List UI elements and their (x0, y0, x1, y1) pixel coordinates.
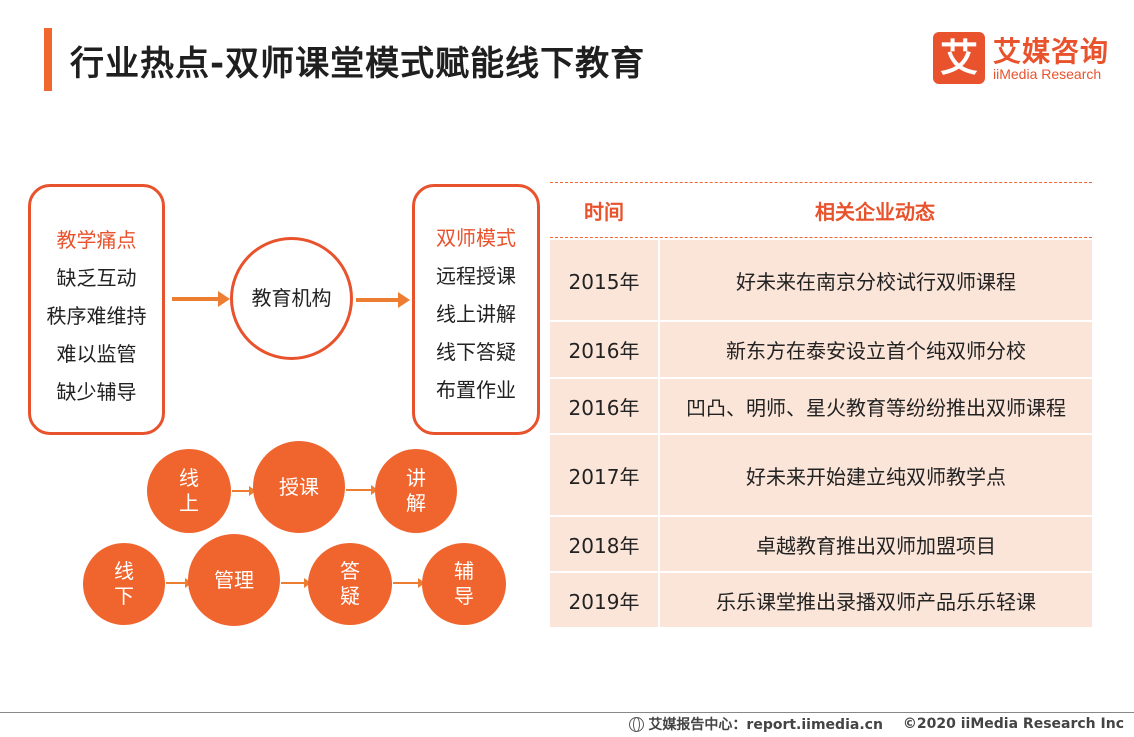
arrow-right-icon (232, 487, 256, 495)
footer-copyright: ©2020 iiMedia Research Inc (902, 716, 1124, 732)
table-row: 2019年 乐乐课堂推出录播双师产品乐乐轻课 (550, 571, 1092, 627)
arrow-right-icon (172, 291, 230, 307)
explain-node: 讲 解 (375, 449, 457, 533)
online-node: 线 上 (147, 449, 231, 533)
row-event: 新东方在泰安设立首个纯双师分校 (726, 339, 1026, 363)
table-row: 2017年 好未来开始建立纯双师教学点 (550, 433, 1092, 515)
column-header-time: 时间 (584, 199, 624, 224)
row-event: 乐乐课堂推出录播双师产品乐乐轻课 (716, 589, 1036, 614)
footer-divider (0, 712, 1134, 713)
table-row: 2016年 新东方在泰安设立首个纯双师分校 (550, 320, 1092, 377)
arrow-right-icon (281, 579, 311, 587)
row-year: 2017年 (550, 435, 660, 515)
row-year: 2019年 (550, 573, 660, 627)
company-events-table: 时间 相关企业动态 2015年 好未来在南京分校试行双师课程 2016年 新东方… (550, 182, 1092, 627)
tutoring-node: 辅 导 (422, 543, 506, 625)
pain-points-heading: 教学痛点 (56, 228, 137, 252)
dual-teacher-item: 线上讲解 (436, 302, 516, 326)
row-year: 2016年 (550, 379, 660, 433)
footer: 艾媒报告中心：report.iimedia.cn ©2020 iiMedia R… (629, 714, 1124, 734)
teaching-node: 授课 (253, 441, 345, 533)
table-row: 2018年 卓越教育推出双师加盟项目 (550, 515, 1092, 571)
logo-text-en: iiMedia Research (993, 66, 1102, 82)
row-year: 2016年 (550, 322, 660, 377)
row-event: 好未来在南京分校试行双师课程 (736, 269, 1016, 294)
pain-points-box: 教学痛点 缺乏互动 秩序难维持 难以监管 缺少辅导 (28, 184, 165, 435)
table-row: 2016年 凹凸、明师、星火教育等纷纷推出双师课程 (550, 377, 1092, 433)
pain-point-item: 缺乏互动 (56, 266, 137, 290)
row-event: 凹凸、明师、星火教育等纷纷推出双师课程 (686, 395, 1066, 420)
page-title: 行业热点-双师课堂模式赋能线下教育 (70, 44, 646, 84)
dual-teacher-heading: 双师模式 (436, 226, 516, 250)
management-node: 管理 (188, 534, 280, 626)
arrow-right-icon (356, 292, 410, 308)
row-year: 2015年 (550, 240, 660, 320)
pain-point-item: 秩序难维持 (46, 304, 147, 328)
dual-teacher-item: 线下答疑 (436, 340, 516, 364)
column-header-events: 相关企业动态 (815, 199, 935, 224)
pain-point-item: 难以监管 (56, 342, 137, 366)
iimedia-logo-icon: 艾 (933, 32, 985, 84)
offline-node: 线 下 (83, 543, 165, 625)
arrow-right-icon (393, 579, 425, 587)
globe-icon (629, 716, 645, 732)
education-institution-node: 教育机构 (230, 237, 353, 360)
pain-point-item: 缺少辅导 (56, 380, 137, 404)
dual-teacher-item: 布置作业 (436, 378, 516, 402)
row-year: 2018年 (550, 517, 660, 571)
title-accent-bar (44, 28, 52, 91)
arrow-right-icon (346, 486, 378, 494)
dual-teacher-item: 远程授课 (436, 264, 516, 288)
table-header: 时间 相关企业动态 (550, 183, 1092, 238)
row-event: 卓越教育推出双师加盟项目 (756, 533, 996, 558)
dual-teacher-box: 双师模式 远程授课 线上讲解 线下答疑 布置作业 (412, 184, 540, 435)
qa-node: 答 疑 (308, 543, 392, 625)
arrow-right-icon (166, 579, 192, 587)
row-event: 好未来开始建立纯双师教学点 (746, 464, 1006, 489)
table-row: 2015年 好未来在南京分校试行双师课程 (550, 238, 1092, 320)
footer-source: 艾媒报告中心：report.iimedia.cn (648, 717, 883, 733)
logo-text-cn: 艾媒咨询 (993, 35, 1110, 68)
